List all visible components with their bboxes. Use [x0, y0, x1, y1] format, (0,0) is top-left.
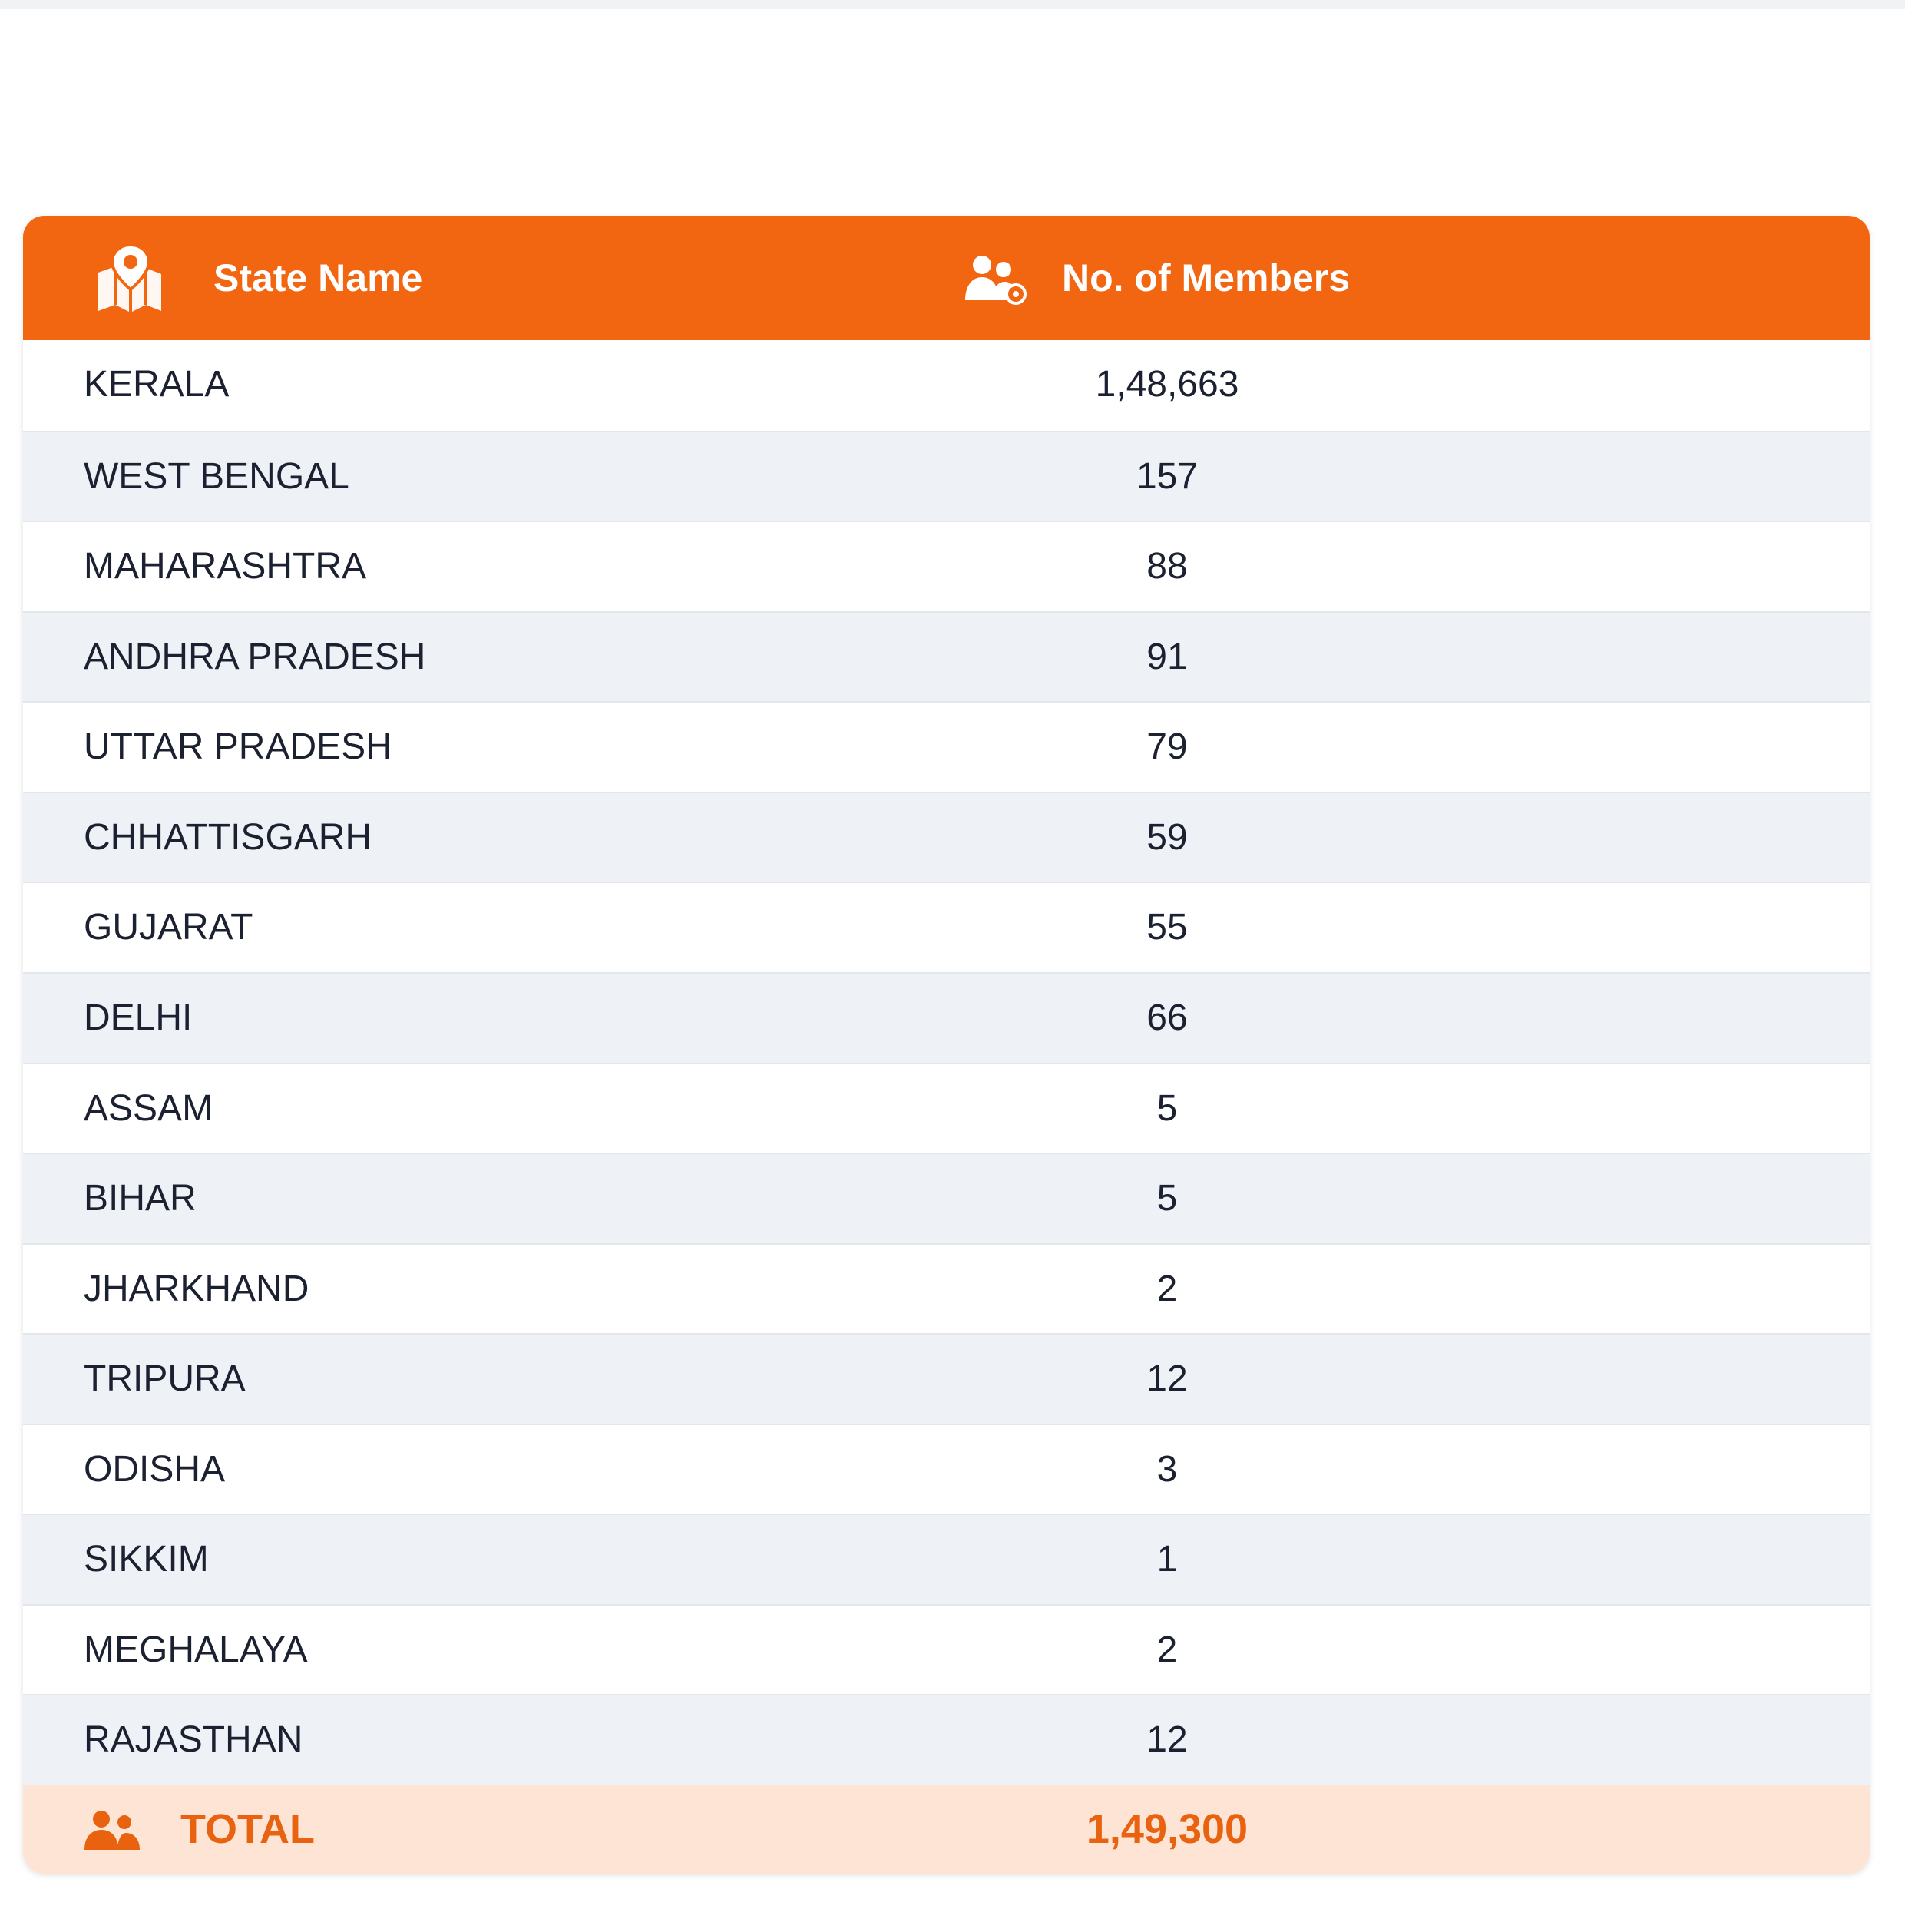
state-name: TRIPURA: [84, 1358, 246, 1400]
member-count: 91: [1146, 636, 1188, 677]
table-row: TRIPURA 12: [23, 1333, 1870, 1424]
column-header: No. of Members: [1062, 256, 1351, 299]
member-count: 12: [1146, 1358, 1188, 1400]
table-row: ASSAM 5: [23, 1062, 1870, 1153]
table-row: JHARKHAND 2: [23, 1242, 1870, 1334]
table-row: RAJASTHAN 12: [23, 1694, 1870, 1785]
state-name: MAHARASHTRA: [84, 546, 367, 587]
state-name: CHHATTISGARH: [84, 816, 372, 858]
table-row: DELHI 66: [23, 971, 1870, 1063]
table-row: ANDHRA PRADESH 91: [23, 610, 1870, 702]
table-row: GUJARAT 55: [23, 882, 1870, 972]
table-row: KERALA 1,48,663: [23, 340, 1870, 431]
table-row: UTTAR PRADESH 79: [23, 701, 1870, 792]
member-count: 79: [1146, 726, 1188, 768]
state-name: GUJARAT: [84, 907, 253, 948]
member-count: 1: [1156, 1539, 1178, 1580]
member-count: 2: [1156, 1629, 1178, 1670]
table-row: CHHATTISGARH 59: [23, 791, 1870, 882]
member-count: 2: [1156, 1268, 1178, 1309]
state-name: JHARKHAND: [84, 1268, 309, 1309]
state-name: ASSAM: [84, 1087, 213, 1129]
state-name: MEGHALAYA: [84, 1629, 308, 1670]
total-label: TOTAL: [180, 1806, 315, 1852]
map-icon: [98, 243, 161, 313]
table-row: ODISHA 3: [23, 1423, 1870, 1514]
member-count: 5: [1156, 1178, 1178, 1219]
table-row: SIKKIM 1: [23, 1514, 1870, 1604]
top-bar: [0, 0, 1905, 9]
state-name: SIKKIM: [84, 1539, 209, 1580]
member-count: 59: [1146, 816, 1188, 858]
member-count: 88: [1146, 546, 1188, 587]
state-name: UTTAR PRADESH: [84, 726, 392, 768]
total-icon: [84, 1811, 140, 1850]
member-count: 157: [1136, 455, 1199, 497]
state-name: KERALA: [84, 364, 230, 405]
state-name: RAJASTHAN: [84, 1719, 303, 1761]
member-count: 55: [1146, 907, 1188, 948]
members-icon: [965, 256, 1027, 305]
state-name: WEST BENGAL: [84, 455, 349, 497]
table-row: WEST BENGAL 157: [23, 430, 1870, 521]
table-row: MAHARASHTRA 88: [23, 521, 1870, 611]
member-count: 66: [1146, 997, 1188, 1038]
member-count: 5: [1156, 1087, 1178, 1129]
state-name: ODISHA: [84, 1448, 226, 1490]
total-row: TOTAL 1,49,300: [23, 1785, 1870, 1874]
total-value: 1,49,300: [1086, 1806, 1249, 1852]
member-count: 12: [1146, 1719, 1188, 1761]
table-header: State Name No. of Members: [23, 216, 1870, 340]
members-table: State Name No. of Members KERALA 1,48,663…: [23, 216, 1870, 1874]
state-name: ANDHRA PRADESH: [84, 636, 426, 677]
column-header: State Name: [213, 256, 423, 299]
table-row: BIHAR 5: [23, 1153, 1870, 1243]
state-name: BIHAR: [84, 1178, 197, 1219]
table-row: MEGHALAYA 2: [23, 1603, 1870, 1695]
member-count: 3: [1156, 1448, 1178, 1490]
state-name: DELHI: [84, 997, 193, 1038]
member-count: 1,48,663: [1095, 364, 1239, 405]
